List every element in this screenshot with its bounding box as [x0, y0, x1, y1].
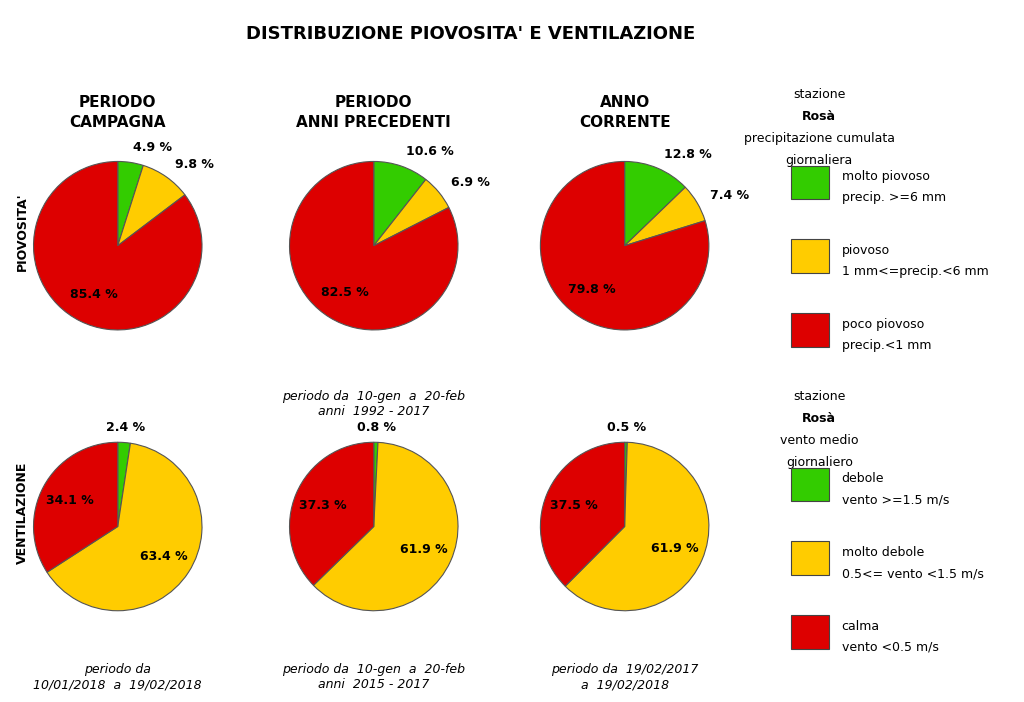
Text: 4.9 %: 4.9 %	[133, 141, 172, 154]
Text: precipitazione cumulata: precipitazione cumulata	[743, 132, 895, 145]
Text: PIOVOSITA': PIOVOSITA'	[16, 192, 29, 271]
Text: periodo da
10/01/2018  a  19/02/2018: periodo da 10/01/2018 a 19/02/2018	[34, 663, 202, 691]
Text: calma: calma	[842, 620, 880, 633]
Wedge shape	[34, 442, 118, 572]
Title: ANNO
CORRENTE: ANNO CORRENTE	[579, 95, 671, 129]
Text: 34.1 %: 34.1 %	[46, 494, 93, 507]
Text: molto debole: molto debole	[842, 546, 924, 559]
Text: 9.8 %: 9.8 %	[175, 158, 214, 171]
Text: 37.3 %: 37.3 %	[299, 498, 347, 512]
Text: stazione: stazione	[793, 88, 846, 101]
Text: 79.8 %: 79.8 %	[568, 284, 616, 296]
Text: giornaliera: giornaliera	[785, 154, 853, 167]
Title: PERIODO
ANNI PRECEDENTI: PERIODO ANNI PRECEDENTI	[296, 95, 452, 129]
Text: Rosà: Rosà	[802, 412, 837, 425]
Wedge shape	[374, 180, 449, 246]
Wedge shape	[625, 161, 685, 246]
Wedge shape	[625, 187, 706, 246]
Wedge shape	[118, 161, 143, 246]
Wedge shape	[374, 442, 378, 526]
Text: Rosà: Rosà	[802, 110, 837, 124]
Text: 10.6 %: 10.6 %	[407, 145, 454, 158]
Wedge shape	[34, 161, 202, 330]
Text: giornaliero: giornaliero	[785, 456, 853, 469]
Text: 6.9 %: 6.9 %	[451, 176, 489, 189]
Wedge shape	[290, 442, 374, 585]
Wedge shape	[374, 161, 426, 246]
Wedge shape	[541, 161, 709, 330]
Wedge shape	[290, 161, 458, 330]
Wedge shape	[565, 442, 709, 611]
Text: piovoso: piovoso	[842, 244, 890, 257]
Text: 85.4 %: 85.4 %	[70, 289, 118, 301]
Wedge shape	[625, 442, 628, 526]
Text: VENTILAZIONE: VENTILAZIONE	[16, 461, 29, 564]
Text: 0.5 %: 0.5 %	[606, 420, 646, 434]
Text: 82.5 %: 82.5 %	[322, 286, 369, 299]
Text: stazione: stazione	[793, 390, 846, 403]
Text: vento <0.5 m/s: vento <0.5 m/s	[842, 641, 939, 654]
Text: 37.5 %: 37.5 %	[550, 499, 598, 512]
Text: vento medio: vento medio	[780, 434, 858, 447]
Text: 12.8 %: 12.8 %	[664, 147, 712, 161]
Text: 7.4 %: 7.4 %	[711, 189, 750, 201]
Wedge shape	[313, 442, 458, 611]
Text: 63.4 %: 63.4 %	[140, 550, 187, 563]
Text: precip.<1 mm: precip.<1 mm	[842, 339, 931, 352]
Text: 61.9 %: 61.9 %	[399, 543, 447, 555]
Text: 2.4 %: 2.4 %	[105, 421, 144, 434]
Text: periodo da  10-gen  a  20-feb
anni  1992 - 2017: periodo da 10-gen a 20-feb anni 1992 - 2…	[283, 390, 465, 418]
Text: periodo da  10-gen  a  20-feb
anni  2015 - 2017: periodo da 10-gen a 20-feb anni 2015 - 2…	[283, 663, 465, 691]
Wedge shape	[118, 442, 130, 526]
Text: DISTRIBUZIONE PIOVOSITA' E VENTILAZIONE: DISTRIBUZIONE PIOVOSITA' E VENTILAZIONE	[247, 25, 695, 43]
Text: 61.9 %: 61.9 %	[651, 542, 698, 555]
Text: molto piovoso: molto piovoso	[842, 171, 930, 183]
Text: 0.5<= vento <1.5 m/s: 0.5<= vento <1.5 m/s	[842, 567, 984, 580]
Title: PERIODO
CAMPAGNA: PERIODO CAMPAGNA	[70, 95, 166, 129]
Wedge shape	[118, 166, 185, 246]
Text: debole: debole	[842, 472, 885, 485]
Text: periodo da  19/02/2017
a  19/02/2018: periodo da 19/02/2017 a 19/02/2018	[551, 663, 698, 691]
Text: poco piovoso: poco piovoso	[842, 318, 924, 331]
Text: 0.8 %: 0.8 %	[356, 420, 395, 434]
Wedge shape	[541, 442, 625, 586]
Wedge shape	[47, 443, 202, 611]
Text: vento >=1.5 m/s: vento >=1.5 m/s	[842, 494, 949, 506]
Text: 1 mm<=precip.<6 mm: 1 mm<=precip.<6 mm	[842, 265, 988, 278]
Text: precip. >=6 mm: precip. >=6 mm	[842, 192, 946, 204]
